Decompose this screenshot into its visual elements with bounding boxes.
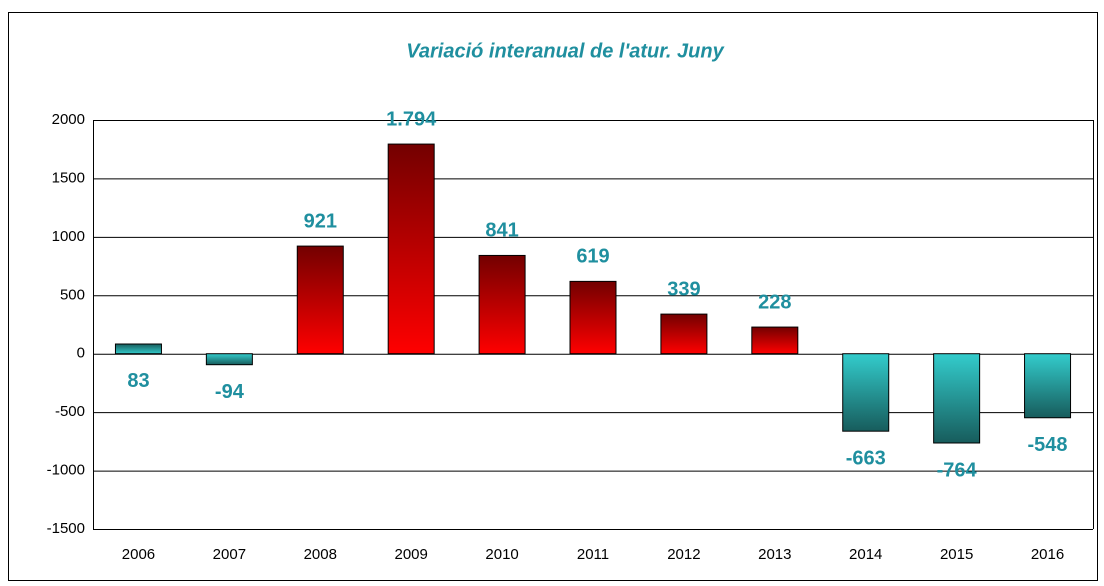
x-tick-label: 2016 xyxy=(1031,546,1064,563)
x-tick-label: 2009 xyxy=(394,546,427,563)
y-tick-label: -500 xyxy=(55,403,85,420)
x-tick-label: 2008 xyxy=(304,546,337,563)
data-label: 228 xyxy=(758,291,791,313)
y-tick-label: 1500 xyxy=(52,169,85,186)
y-tick-label: -1500 xyxy=(47,520,85,537)
bar xyxy=(933,353,981,444)
bar xyxy=(751,326,799,355)
bar xyxy=(569,280,617,355)
data-label: 619 xyxy=(576,246,609,268)
data-label: 1.794 xyxy=(386,108,437,130)
x-tick-label: 2011 xyxy=(577,546,609,563)
data-label: 83 xyxy=(127,370,149,392)
bar xyxy=(205,353,253,366)
bar xyxy=(660,313,708,355)
y-tick-label: 2000 xyxy=(52,111,85,128)
data-label: -94 xyxy=(215,381,245,403)
y-tick-label: 0 xyxy=(77,345,85,362)
x-tick-label: 2015 xyxy=(940,546,973,563)
bar xyxy=(1024,353,1072,419)
data-label: -764 xyxy=(937,459,978,481)
bar xyxy=(114,343,162,355)
x-tick-label: 2007 xyxy=(213,546,246,563)
data-label: 921 xyxy=(304,210,337,232)
bar xyxy=(842,353,890,432)
data-label: 339 xyxy=(667,278,700,300)
y-tick-label: -1000 xyxy=(47,462,85,479)
bar xyxy=(296,245,344,355)
chart-title: Variació interanual de l'atur. Juny xyxy=(406,40,724,62)
bar xyxy=(478,254,526,355)
y-tick-label: 1000 xyxy=(52,228,85,245)
y-tick-label: 500 xyxy=(60,286,85,303)
x-tick-label: 2013 xyxy=(758,546,791,563)
data-label: 841 xyxy=(485,220,518,242)
x-tick-label: 2010 xyxy=(485,546,518,563)
x-tick-label: 2014 xyxy=(849,546,882,563)
x-tick-label: 2012 xyxy=(667,546,700,563)
x-tick-label: 2006 xyxy=(122,546,155,563)
data-label: -548 xyxy=(1028,434,1068,456)
bar xyxy=(387,143,435,355)
data-label: -663 xyxy=(846,447,886,469)
chart-border xyxy=(8,12,1098,581)
